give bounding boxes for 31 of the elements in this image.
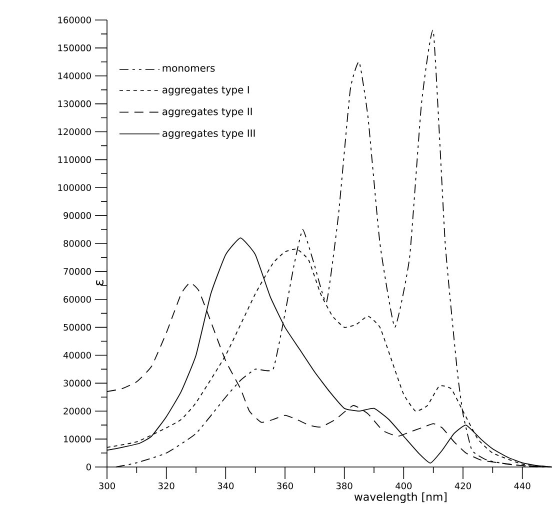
y-tick-label: 120000: [58, 128, 91, 136]
legend-label: aggregates type I: [162, 86, 249, 96]
x-tick-label: 440: [514, 482, 530, 490]
legend-label: aggregates type II: [162, 108, 252, 118]
y-tick-label: 80000: [64, 240, 91, 247]
x-tick-label: 400: [396, 482, 412, 490]
x-tick-label: 320: [158, 482, 174, 490]
x-tick-label: 300: [99, 482, 115, 490]
y-tick-label: 0: [86, 464, 91, 470]
x-tick-label: 380: [336, 482, 352, 490]
y-tick-label: 140000: [58, 72, 91, 80]
y-tick-label: 10000: [64, 436, 91, 442]
y-tick-label: 50000: [64, 324, 91, 331]
y-tick-label: 20000: [64, 408, 91, 414]
y-tick-label: 160000: [58, 16, 91, 24]
y-tick-label: 130000: [58, 100, 91, 108]
x-tick-label: 420: [454, 482, 471, 490]
y-tick-label: 90000: [64, 212, 91, 219]
y-tick-label: 110000: [58, 156, 91, 164]
x-tick-label: 340: [218, 482, 234, 490]
x-tick-label: 360: [277, 482, 293, 490]
y-tick-label: 60000: [64, 296, 91, 303]
legend-label: aggregates type III: [162, 130, 255, 139]
y-tick-label: 30000: [64, 380, 91, 387]
y-tick-label: 40000: [63, 352, 91, 359]
y-tick-label: 70000: [64, 268, 91, 275]
y-axis-title: ε: [96, 280, 104, 286]
x-axis-title: wavelength [nm]: [354, 492, 447, 504]
legend-label: monomers: [162, 66, 215, 72]
y-tick-label: 100000: [58, 184, 91, 191]
y-tick-label: 150000: [58, 44, 91, 52]
